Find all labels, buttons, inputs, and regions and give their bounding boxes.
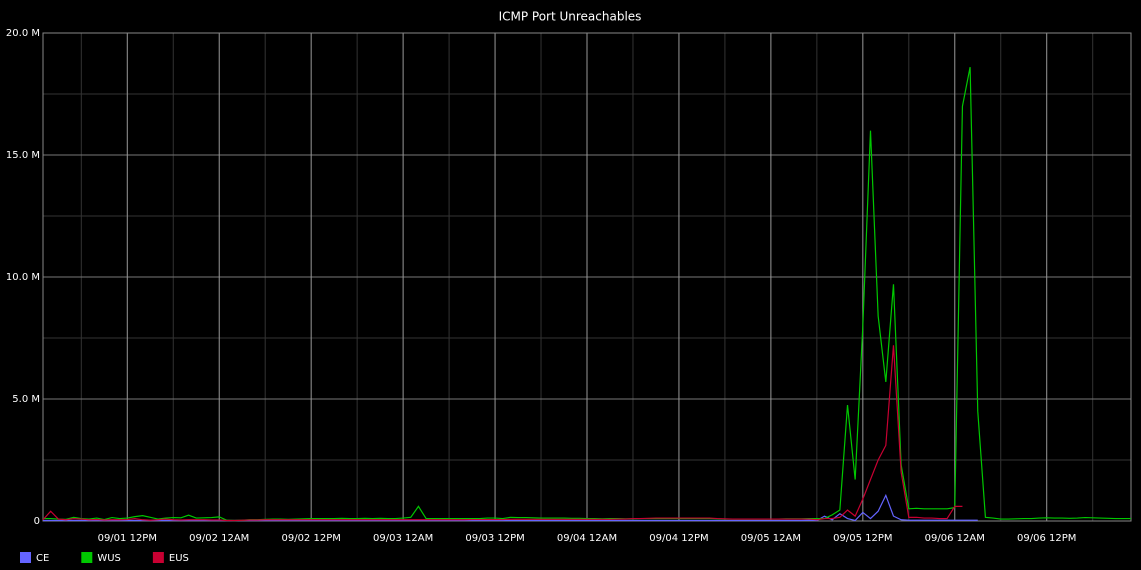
x-tick-label: 09/02 12PM [281, 533, 340, 544]
legend-label: CE [36, 553, 49, 564]
legend-label: WUS [97, 553, 121, 564]
legend-swatch [20, 552, 31, 563]
x-tick-label: 09/06 12PM [1017, 533, 1076, 544]
y-tick-label: 15.0 M [6, 150, 40, 161]
legend-label: EUS [169, 553, 189, 564]
x-tick-label: 09/04 12PM [649, 533, 708, 544]
x-tick-label: 09/05 12PM [833, 533, 892, 544]
x-tick-label: 09/01 12PM [98, 533, 157, 544]
x-tick-label: 09/03 12AM [373, 533, 433, 544]
chart-title: ICMP Port Unreachables [499, 10, 642, 24]
series-line [42, 345, 963, 522]
y-tick-label: 5.0 M [12, 394, 40, 405]
y-tick-label: 20.0 M [6, 28, 40, 39]
y-tick-label: 10.0 M [6, 272, 40, 283]
x-tick-label: 09/03 12PM [465, 533, 524, 544]
legend-swatch [152, 552, 164, 563]
x-tick-label: 09/02 12AM [189, 533, 249, 544]
legend-swatch [81, 552, 93, 563]
series-line [43, 67, 1131, 522]
x-tick-label: 09/06 12AM [925, 533, 985, 544]
y-tick-label: 0 [34, 516, 40, 527]
x-tick-label: 09/04 12AM [557, 533, 617, 544]
series-line [43, 493, 978, 522]
x-tick-label: 09/05 12AM [741, 533, 801, 544]
